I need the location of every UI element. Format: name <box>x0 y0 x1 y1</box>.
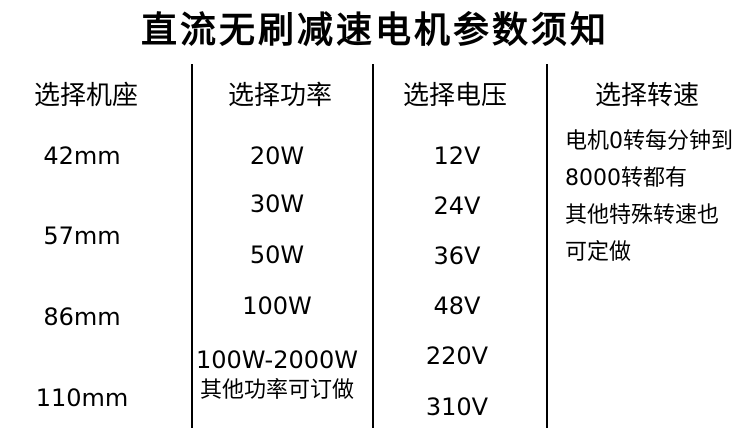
frame-size-value: 110mm <box>35 384 129 412</box>
voltage-value: 48V <box>433 292 481 320</box>
column-header-power: 选择功率 <box>227 81 332 111</box>
frame-size-value: 86mm <box>43 303 121 331</box>
power-value: 20W <box>249 142 305 170</box>
page-title: 直流无刷减速电机参数须知 <box>140 10 609 51</box>
column-divider-2 <box>372 64 374 428</box>
voltage-value: 36V <box>433 242 481 270</box>
column-divider-3 <box>546 64 548 428</box>
power-value: 30W <box>249 190 305 218</box>
power-range-value: 100W-2000W <box>195 346 359 374</box>
voltage-value: 24V <box>433 192 481 220</box>
speed-note-line: 其他特殊转速也 <box>565 203 720 228</box>
power-custom-note: 其他功率可订做 <box>199 378 354 403</box>
speed-note-line: 8000转都有 <box>565 166 687 191</box>
column-header-frame-size: 选择机座 <box>33 81 138 111</box>
power-value: 50W <box>249 241 305 269</box>
frame-size-value: 57mm <box>43 222 121 250</box>
speed-note: 电机0转每分钟到 8000转都有 其他特殊转速也 可定做 <box>565 123 750 271</box>
speed-note-line: 电机0转每分钟到 <box>565 129 733 154</box>
voltage-value: 220V <box>425 342 489 370</box>
voltage-value: 310V <box>425 393 489 421</box>
voltage-value: 12V <box>433 142 481 170</box>
speed-note-line: 可定做 <box>565 240 632 265</box>
frame-size-value: 42mm <box>43 142 121 170</box>
column-header-speed: 选择转速 <box>594 81 699 111</box>
power-value: 100W <box>242 292 312 320</box>
column-header-voltage: 选择电压 <box>402 81 507 111</box>
column-divider-1 <box>191 64 193 428</box>
